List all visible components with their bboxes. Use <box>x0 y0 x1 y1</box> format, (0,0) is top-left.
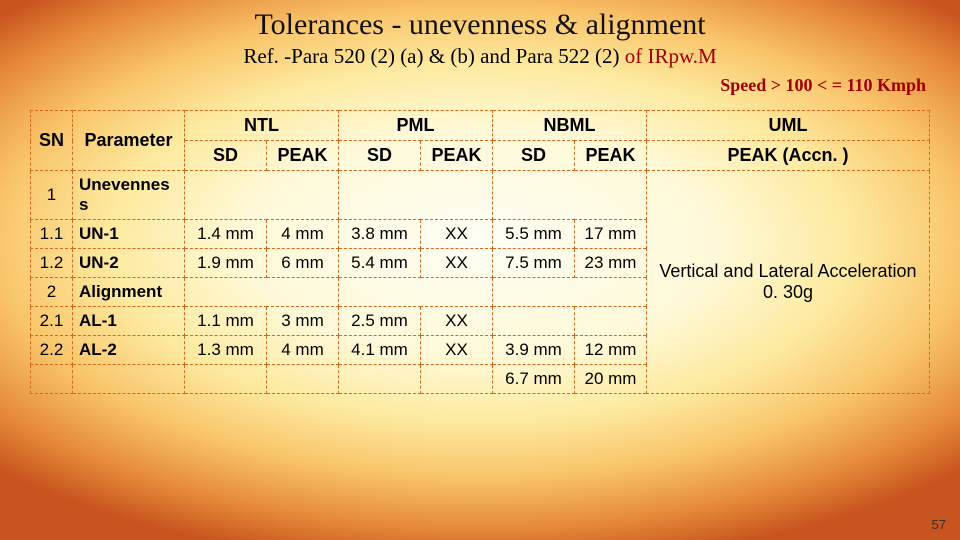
header-row-1: SN Parameter NTL PML NBML UML <box>31 111 930 141</box>
cell: XX <box>421 220 493 249</box>
cell-sn: 1.2 <box>31 249 73 278</box>
tolerance-table: SN Parameter NTL PML NBML UML SD PEAK SD… <box>30 110 930 394</box>
cell-param: AL-2 <box>73 336 185 365</box>
cell-sn: 1 <box>31 171 73 220</box>
cell: 1.1 mm <box>185 307 267 336</box>
cell-param: UN-1 <box>73 220 185 249</box>
cell: 4 mm <box>267 336 339 365</box>
slide-title: Tolerances - unevenness & alignment <box>30 8 930 42</box>
ntl-peak: PEAK <box>267 141 339 171</box>
cell-param: UN-2 <box>73 249 185 278</box>
cell-sn: 2.2 <box>31 336 73 365</box>
cell: 6 mm <box>267 249 339 278</box>
cell-param: Unevenness <box>73 171 185 220</box>
uml-peak: PEAK (Accn. ) <box>647 141 930 171</box>
cell: 5.5 mm <box>493 220 575 249</box>
col-parameter: Parameter <box>73 111 185 171</box>
col-ntl: NTL <box>185 111 339 141</box>
slide-content: Tolerances - unevenness & alignment Ref.… <box>0 0 960 394</box>
subtitle-red: of IRpw.M <box>625 44 717 68</box>
cell: 2.5 mm <box>339 307 421 336</box>
cell: 3.8 mm <box>339 220 421 249</box>
nbml-sd: SD <box>493 141 575 171</box>
cell: 1.9 mm <box>185 249 267 278</box>
cell-sn: 2 <box>31 278 73 307</box>
cell: 1.3 mm <box>185 336 267 365</box>
col-sn: SN <box>31 111 73 171</box>
ntl-sd: SD <box>185 141 267 171</box>
cell-empty <box>339 171 493 220</box>
cell-empty <box>493 307 575 336</box>
cell-empty <box>185 171 339 220</box>
col-uml: UML <box>647 111 930 141</box>
cell-sn: 1.1 <box>31 220 73 249</box>
pml-sd: SD <box>339 141 421 171</box>
cell-empty <box>267 365 339 394</box>
cell: 3.9 mm <box>493 336 575 365</box>
cell: 4 mm <box>267 220 339 249</box>
col-pml: PML <box>339 111 493 141</box>
cell: 7.5 mm <box>493 249 575 278</box>
speed-line: Speed > 100 < = 110 Kmph <box>30 75 926 96</box>
cell: XX <box>421 336 493 365</box>
cell-param: AL-1 <box>73 307 185 336</box>
cell-param: Alignment <box>73 278 185 307</box>
cell-empty <box>339 278 493 307</box>
cell-empty <box>421 365 493 394</box>
cell: 12 mm <box>575 336 647 365</box>
table-row: 1 Unevenness Vertical and Lateral Accele… <box>31 171 930 220</box>
cell: 20 mm <box>575 365 647 394</box>
cell: 4.1 mm <box>339 336 421 365</box>
cell: 6.7 mm <box>493 365 575 394</box>
cell-empty <box>73 365 185 394</box>
cell: 23 mm <box>575 249 647 278</box>
uml-body-cell: Vertical and Lateral Acceleration 0. 30g <box>647 171 930 394</box>
cell: 17 mm <box>575 220 647 249</box>
subtitle-main: Ref. -Para 520 (2) (a) & (b) and Para 52… <box>243 44 624 68</box>
pml-peak: PEAK <box>421 141 493 171</box>
slide-subtitle: Ref. -Para 520 (2) (a) & (b) and Para 52… <box>30 44 930 69</box>
cell: 5.4 mm <box>339 249 421 278</box>
col-nbml: NBML <box>493 111 647 141</box>
nbml-peak: PEAK <box>575 141 647 171</box>
cell-empty <box>575 307 647 336</box>
cell: 3 mm <box>267 307 339 336</box>
cell-empty <box>493 171 647 220</box>
cell-empty <box>493 278 647 307</box>
cell-empty <box>185 365 267 394</box>
cell-empty <box>31 365 73 394</box>
cell: 1.4 mm <box>185 220 267 249</box>
cell-sn: 2.1 <box>31 307 73 336</box>
slide-number: 57 <box>932 517 946 532</box>
cell: XX <box>421 249 493 278</box>
cell-empty <box>185 278 339 307</box>
cell-empty <box>339 365 421 394</box>
cell: XX <box>421 307 493 336</box>
